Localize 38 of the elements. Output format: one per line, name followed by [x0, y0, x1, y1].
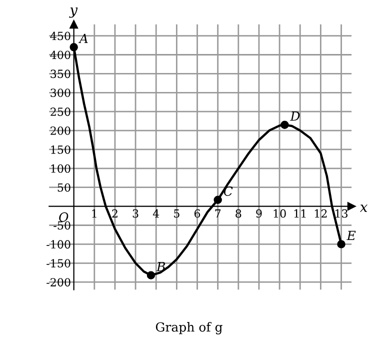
y-tick-label: 150: [51, 145, 70, 154]
x-tick-label: 9: [256, 209, 262, 218]
y-tick-label: 300: [50, 88, 70, 98]
point: [214, 196, 222, 204]
y-tick-label: -50: [54, 221, 70, 230]
x-tick-label: 13: [336, 209, 348, 218]
y-tick-label: 100: [51, 164, 70, 173]
x-axis-title: x: [360, 204, 368, 212]
point: [337, 240, 346, 248]
point: [70, 43, 78, 52]
y-tick-label: -100: [46, 240, 70, 249]
point: [280, 120, 289, 129]
y-tick-label: 50: [58, 183, 70, 192]
y-tick-label: 350: [50, 70, 70, 78]
x-tick-label: 2: [112, 209, 118, 218]
x-tick-label: 11: [294, 209, 306, 218]
annotation: D: [290, 112, 300, 121]
y-tick-label: 400: [50, 50, 70, 60]
annotation: E: [346, 230, 356, 240]
x-tick-label: 7: [215, 209, 221, 218]
y-tick-label: 450: [50, 32, 70, 40]
x-tick-label: 5: [174, 209, 180, 218]
x-tick-label: 10: [274, 209, 286, 218]
x-tick-label: 1: [92, 209, 96, 218]
x-tick-label: 3: [132, 209, 138, 218]
y-tick-label: -200: [46, 278, 70, 286]
annotation: O: [59, 212, 68, 222]
y-tick-label: -150: [46, 259, 70, 268]
x-tick-label: 8: [236, 209, 242, 218]
x-tick-label: 6: [194, 209, 200, 218]
x-tick-label: 4: [152, 209, 160, 218]
annotation: A: [78, 34, 88, 43]
point: [146, 271, 156, 280]
y-tick-label: 250: [50, 108, 70, 116]
x-tick-label: 12: [314, 209, 327, 218]
text: Graph of g: [156, 322, 222, 334]
y-tick-label: 200: [50, 126, 70, 135]
y-axis-title: y: [69, 8, 78, 18]
